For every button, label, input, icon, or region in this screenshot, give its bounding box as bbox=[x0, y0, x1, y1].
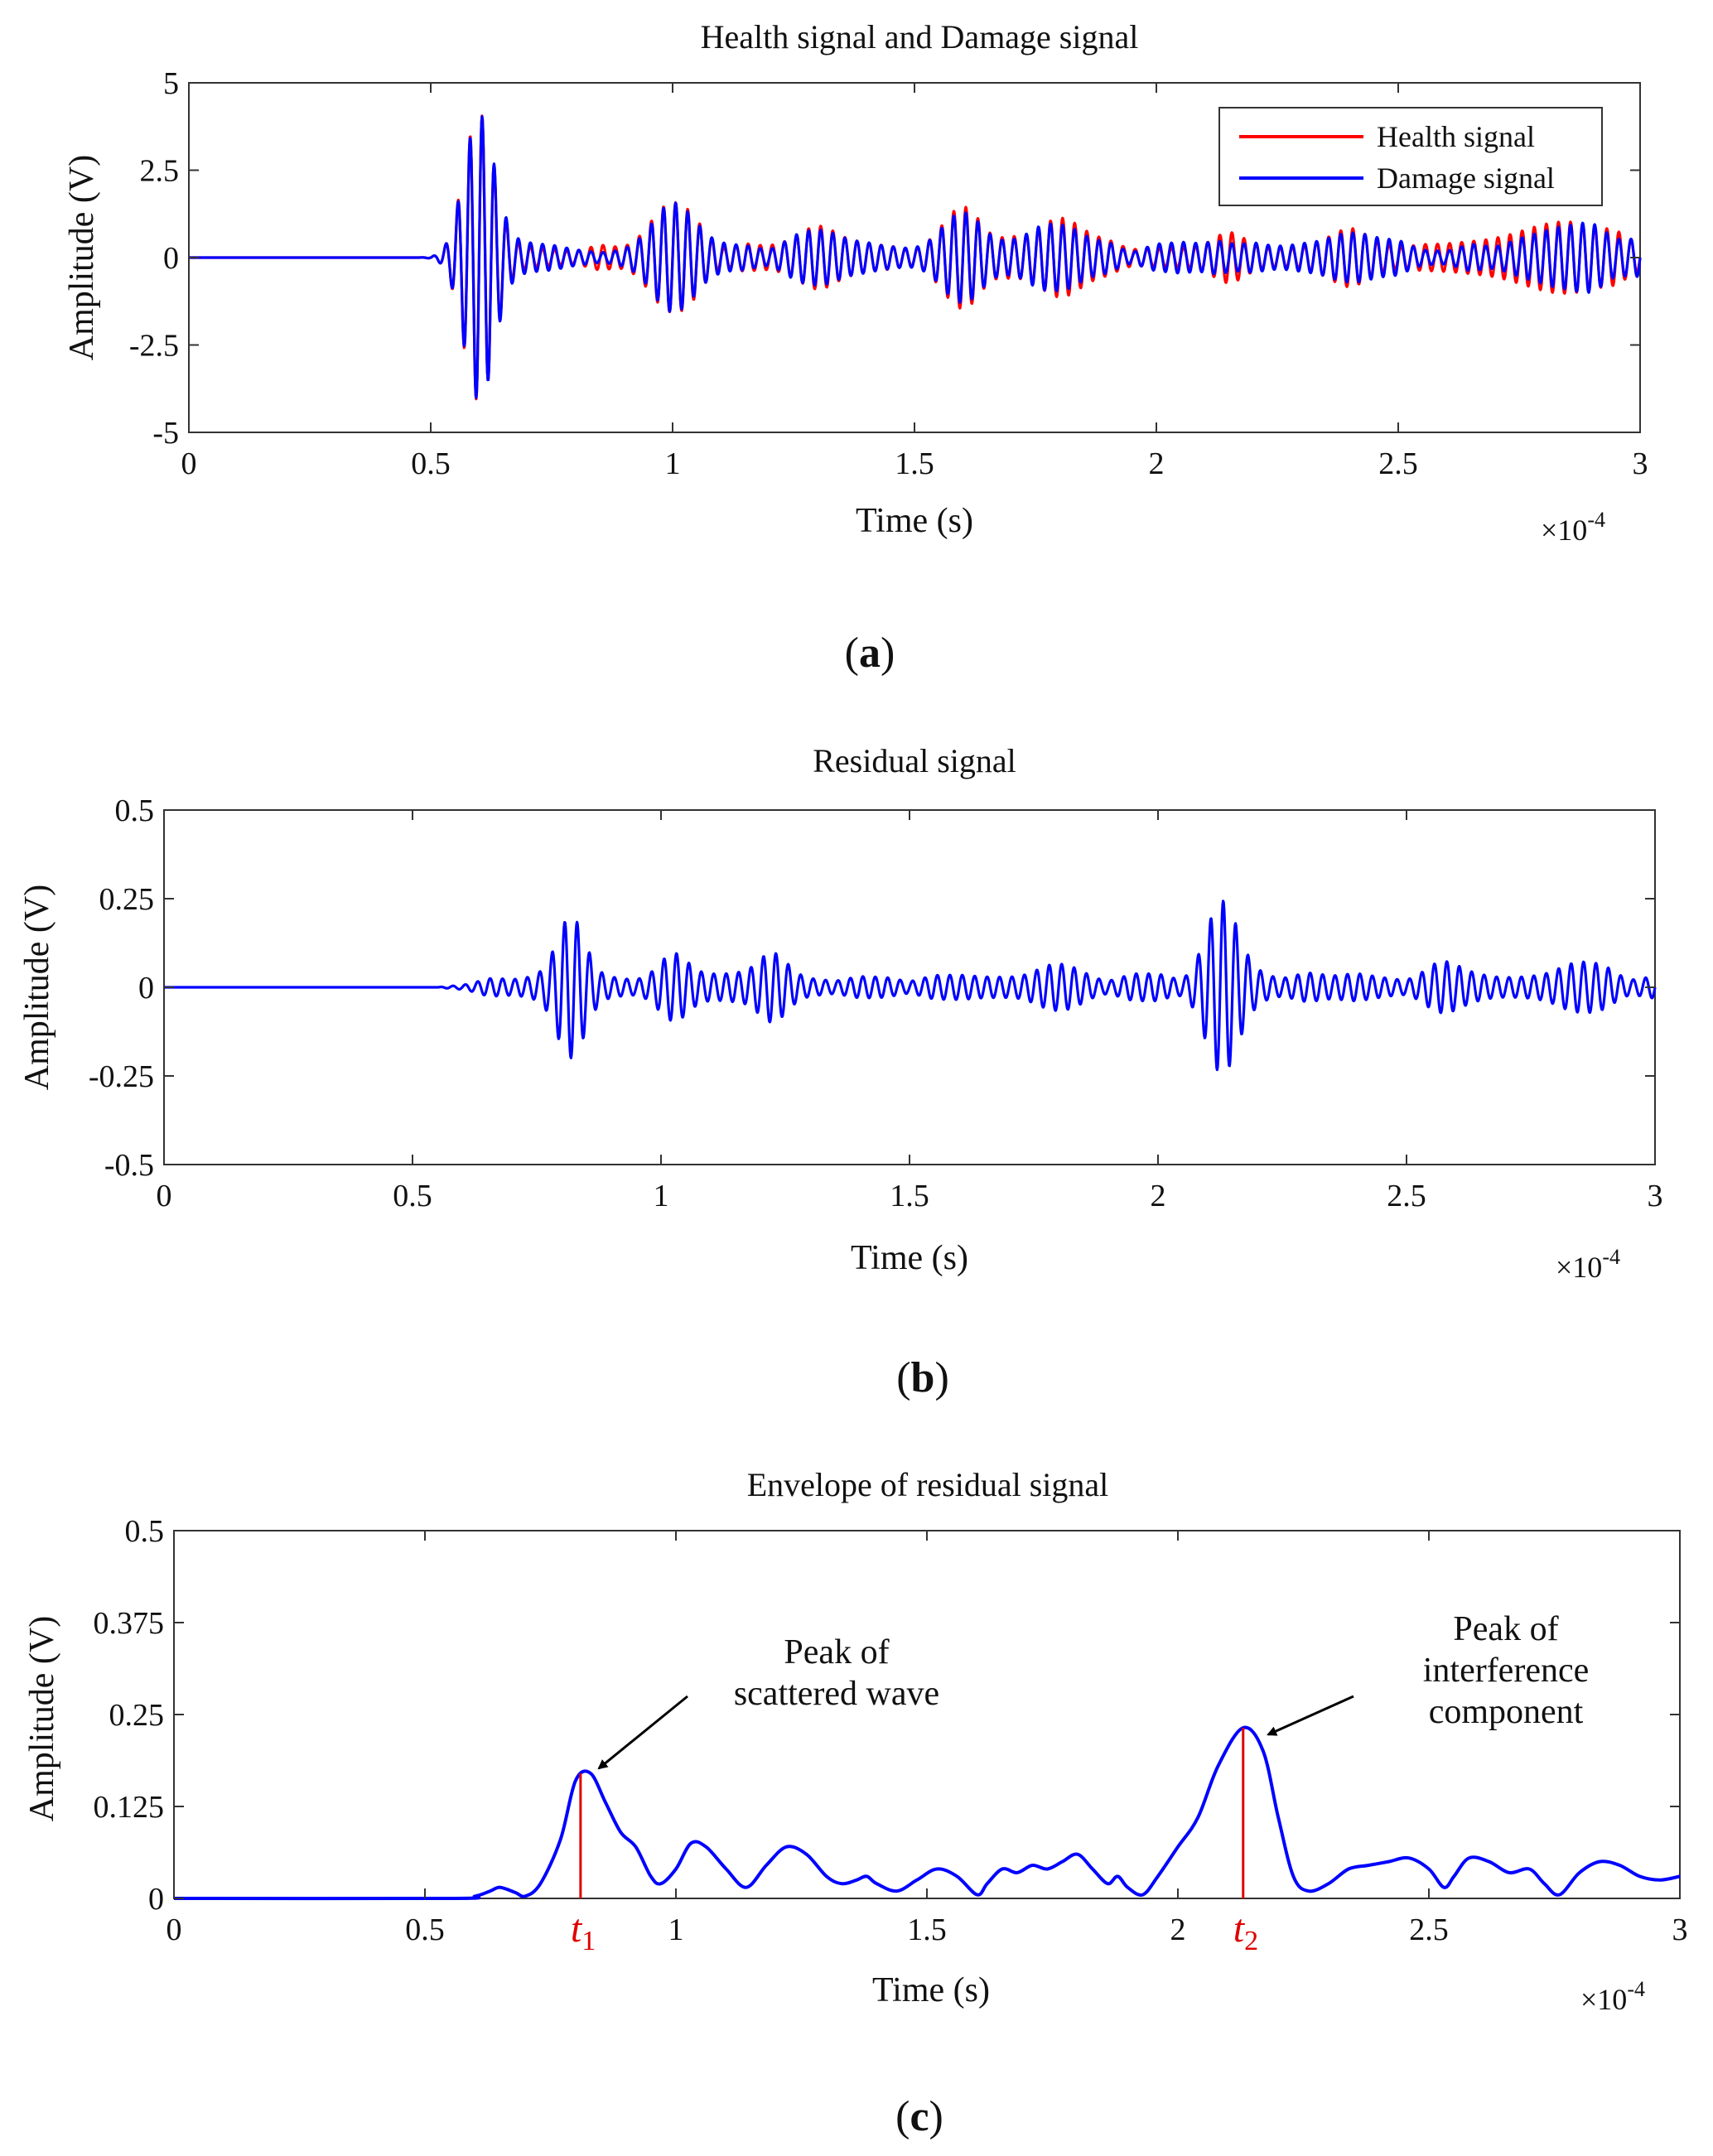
chart-b-x-scale-exponent: -4 bbox=[1602, 1245, 1620, 1269]
chart-a-legend-health-label: Health signal bbox=[1377, 120, 1535, 153]
chart-a-legend: Health signal Damage signal bbox=[1218, 107, 1603, 206]
chart-c-annotation-2-line: component bbox=[1429, 1693, 1584, 1731]
chart-b-x-scale-label: ×10-4 bbox=[1556, 1245, 1620, 1284]
chart-a-ytick-label: 0 bbox=[163, 241, 179, 276]
chart-b-title: Residual signal bbox=[813, 742, 1016, 779]
caption-c: (c) bbox=[895, 2093, 943, 2140]
caption-a-letter: a bbox=[859, 629, 881, 677]
chart-a-x-scale-factor: ×10 bbox=[1541, 514, 1587, 547]
chart-c-series-line-envelope bbox=[173, 1725, 1681, 1901]
chart-b-xlabel: Time (s) bbox=[851, 1239, 968, 1277]
chart-b-xtick-label: 0.5 bbox=[393, 1179, 432, 1213]
chart-a-xlabel: Time (s) bbox=[856, 502, 973, 540]
chart-c-annotation-1-line: scattered wave bbox=[734, 1675, 939, 1713]
chart-a-xtick-label: 0 bbox=[181, 446, 197, 481]
chart-c-ytick-label: 0.25 bbox=[109, 1698, 165, 1733]
panel-b: Residual signal 0 0.5 1 1.5 2 2.5 30.50.250-0.… bbox=[18, 742, 1663, 1401]
chart-b-ytick-label: -0.5 bbox=[104, 1148, 154, 1183]
chart-c-annotation-2-line: interference bbox=[1423, 1652, 1590, 1690]
caption-a: (a) bbox=[845, 629, 895, 677]
chart-a-x-scale-exponent: -4 bbox=[1587, 508, 1605, 532]
caption-b-paren-close: ) bbox=[934, 1354, 948, 1401]
chart-c-xtick-label: 0 bbox=[166, 1912, 182, 1947]
chart-c-annotation-1-arrow bbox=[597, 1695, 688, 1770]
chart-b-x-scale-factor: ×10 bbox=[1556, 1251, 1602, 1284]
panel-a: Health signal and Damage signal 0 0.5 1 1.5… bbox=[63, 18, 1648, 677]
chart-c-marker-subscript: 1 bbox=[581, 1926, 596, 1956]
chart-b-series-line-residual bbox=[163, 900, 1657, 1072]
chart-a-ylabel: Amplitude (V) bbox=[63, 155, 101, 360]
chart-a-legend-box bbox=[1218, 107, 1603, 206]
caption-b-letter: b bbox=[911, 1354, 935, 1401]
chart-a-ytick-label: -5 bbox=[152, 416, 179, 451]
chart-c-xtick-label: 1 bbox=[668, 1912, 684, 1947]
chart-b-xtick-label: 1.5 bbox=[890, 1179, 929, 1213]
chart-b-ytick-label: 0.25 bbox=[99, 882, 155, 917]
chart-c-title: Envelope of residual signal bbox=[747, 1466, 1109, 1503]
chart-a-ytick-label: -2.5 bbox=[129, 329, 179, 364]
chart-c-annotation-1-line: Peak of bbox=[784, 1633, 889, 1671]
chart-c-xtick-label: 1.5 bbox=[907, 1912, 947, 1947]
chart-c-marker-label-t2: t2 bbox=[1233, 1907, 1258, 1956]
caption-c-paren-open: ( bbox=[895, 2093, 910, 2140]
chart-a-title: Health signal and Damage signal bbox=[701, 18, 1139, 55]
chart-c-ytick-label: 0.5 bbox=[125, 1514, 165, 1549]
chart-a-series-line-damage bbox=[188, 115, 1642, 399]
panel-c: Envelope of residual signal 0 0.5 1 1.5 2 2.5… bbox=[23, 1466, 1688, 2140]
chart-b-series bbox=[163, 900, 1657, 1072]
chart-c-xtick-label: 0.5 bbox=[405, 1912, 445, 1947]
caption-c-letter: c bbox=[910, 2093, 929, 2140]
chart-c-ticks: 0 0.5 1 1.5 2 2.5 3 0.5 0.375 0.25 0.125 0 bbox=[94, 1514, 1688, 1947]
chart-b-ylabel: Amplitude (V) bbox=[18, 885, 56, 1090]
chart-c-annotation-2-arrow bbox=[1267, 1695, 1354, 1736]
chart-a-x-scale-label: ×10-4 bbox=[1541, 508, 1605, 547]
chart-c-ytick-label: 0.375 bbox=[94, 1606, 165, 1641]
chart-b-xtick-label: 2 bbox=[1151, 1179, 1166, 1213]
chart-c-xtick-label: 2.5 bbox=[1409, 1912, 1449, 1947]
chart-c-xtick-label: 2 bbox=[1170, 1912, 1186, 1947]
chart-b-ytick-label: 0 bbox=[138, 971, 154, 1006]
chart-c-annotations: Peak of scattered wave Peak of interference… bbox=[597, 1610, 1590, 1770]
chart-b-xtick-label: 3 bbox=[1648, 1179, 1663, 1213]
caption-c-paren-close: ) bbox=[929, 2093, 943, 2140]
chart-a-xtick-label: 1.5 bbox=[895, 446, 934, 481]
chart-c-marker-subscript: 2 bbox=[1244, 1926, 1258, 1956]
chart-a-series bbox=[188, 114, 1642, 401]
chart-c-series bbox=[173, 1725, 1681, 1901]
chart-c-annotation-2-line: Peak of bbox=[1453, 1610, 1558, 1648]
chart-c-xtick-label: 3 bbox=[1672, 1912, 1688, 1947]
chart-c-x-scale-exponent: -4 bbox=[1627, 1977, 1645, 2001]
chart-b-xtick-label: 0 bbox=[157, 1179, 172, 1213]
chart-a-ytick-label: 5 bbox=[163, 66, 179, 101]
chart-c-xlabel: Time (s) bbox=[872, 1971, 990, 2009]
chart-a-ticks: 0 0.5 1 1.5 2 2.5 3 5 2.5 0 -2.5 -5 bbox=[129, 66, 1648, 481]
caption-b-paren-open: ( bbox=[896, 1354, 910, 1401]
chart-c-ytick-label: 0 bbox=[148, 1882, 164, 1917]
chart-b-xtick-label: 2.5 bbox=[1387, 1179, 1426, 1213]
chart-c-x-scale-label: ×10-4 bbox=[1580, 1977, 1645, 2016]
chart-a-xtick-label: 1 bbox=[665, 446, 681, 481]
caption-a-paren-close: ) bbox=[881, 629, 895, 677]
chart-c-ytick-label: 0.125 bbox=[94, 1790, 165, 1825]
caption-b: (b) bbox=[896, 1354, 949, 1401]
chart-c-marker-label-t1: t1 bbox=[571, 1907, 596, 1956]
chart-c-ylabel: Amplitude (V) bbox=[23, 1616, 61, 1821]
chart-b-ticks: 0 0.5 1 1.5 2 2.5 3 0.5 0.25 0 -0.25 -0.5 bbox=[89, 793, 1663, 1213]
chart-a-xtick-label: 3 bbox=[1633, 446, 1648, 481]
chart-b-xtick-label: 1 bbox=[654, 1179, 669, 1213]
chart-a-xtick-label: 2 bbox=[1149, 446, 1165, 481]
chart-c-x-scale-factor: ×10 bbox=[1580, 1983, 1627, 2016]
chart-b-ytick-label: -0.25 bbox=[89, 1059, 154, 1094]
chart-a-legend-damage-label: Damage signal bbox=[1377, 162, 1555, 195]
chart-a-ytick-label: 2.5 bbox=[140, 154, 180, 189]
chart-b-ytick-label: 0.5 bbox=[115, 793, 155, 828]
chart-a-xtick-label: 0.5 bbox=[411, 446, 451, 481]
chart-a-xtick-label: 2.5 bbox=[1378, 446, 1418, 481]
caption-a-paren-open: ( bbox=[845, 629, 859, 677]
